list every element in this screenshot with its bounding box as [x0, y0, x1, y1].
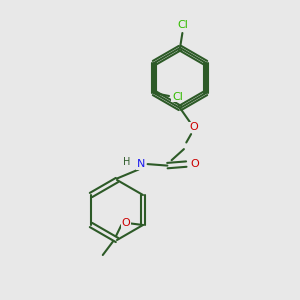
Text: Cl: Cl [172, 92, 183, 102]
Text: O: O [121, 218, 130, 229]
Text: Cl: Cl [178, 20, 188, 31]
Text: N: N [137, 159, 145, 169]
Text: O: O [190, 159, 199, 169]
Text: H: H [123, 157, 130, 167]
Text: O: O [189, 122, 198, 133]
